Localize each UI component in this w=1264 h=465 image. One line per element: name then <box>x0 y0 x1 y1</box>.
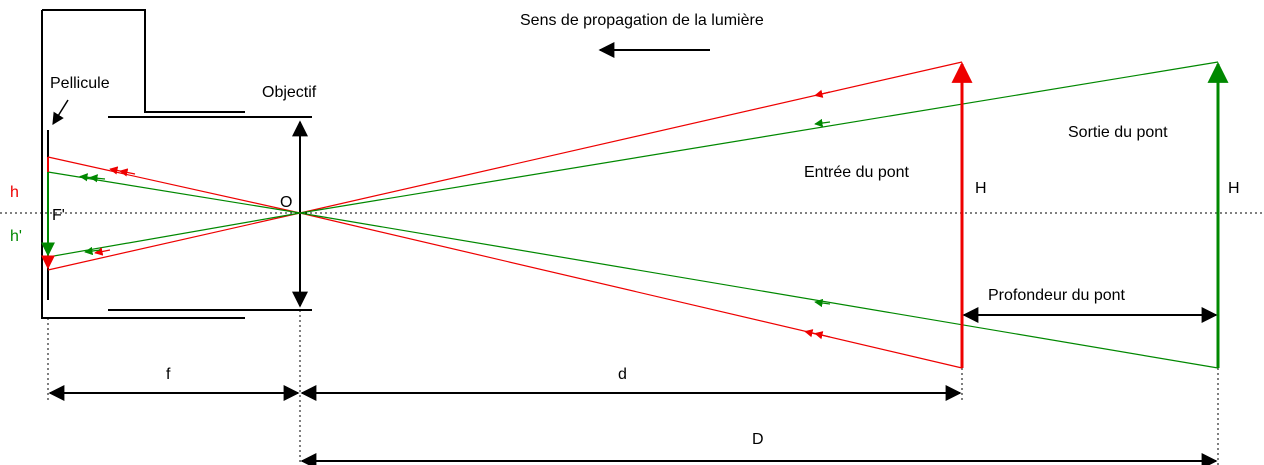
label: Sortie du pont <box>1068 124 1168 141</box>
label: Entrée du pont <box>804 164 910 181</box>
label: H <box>975 180 987 197</box>
title: Sens de propagation de la lumière <box>520 12 764 29</box>
label: h' <box>10 228 22 245</box>
dimensions <box>48 42 1218 465</box>
camera <box>41 9 312 319</box>
label: d <box>618 366 627 383</box>
label: D <box>752 431 764 448</box>
label: H <box>1228 180 1240 197</box>
label: O <box>280 194 292 211</box>
label: Profondeur du pont <box>988 287 1126 304</box>
label: F' <box>52 207 65 224</box>
guides <box>47 310 1219 465</box>
label: f <box>166 366 171 383</box>
label: h <box>10 184 19 201</box>
label: Pellicule <box>50 75 110 92</box>
rays <box>47 61 1219 369</box>
label: Objectif <box>262 84 317 101</box>
